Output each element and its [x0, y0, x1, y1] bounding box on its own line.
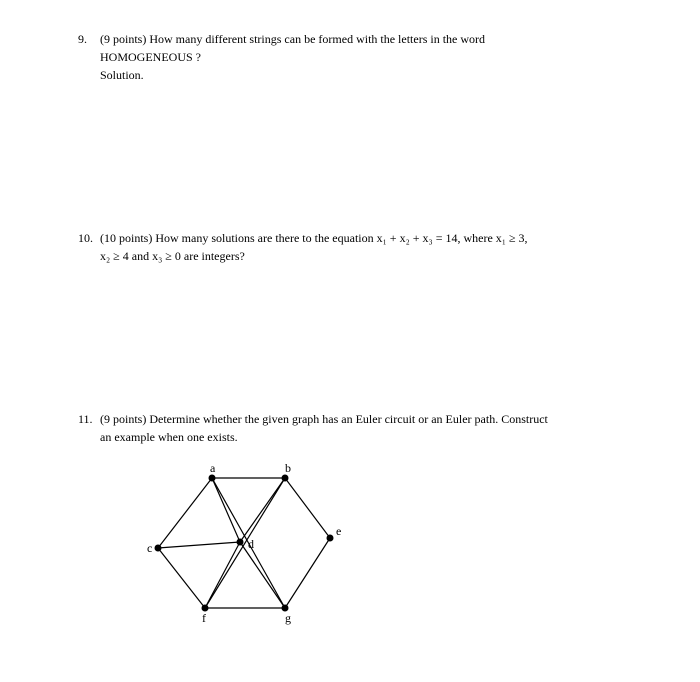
graph-edge — [205, 478, 285, 608]
problem-10-line2: x₂ ≥ 4 and x₃ ≥ 0 are integers? — [100, 247, 620, 265]
graph-edge — [158, 478, 212, 548]
graph-node-d — [237, 539, 244, 546]
graph-edge — [285, 478, 330, 538]
graph-edge — [212, 478, 240, 542]
points-label: (10 points) — [100, 231, 152, 245]
problem-9: 9. (9 points) How many different strings… — [100, 30, 620, 84]
graph-label-e: e — [336, 524, 341, 538]
problem-10: 10. (10 points) How many solutions are t… — [100, 229, 620, 265]
graph-label-c: c — [147, 541, 152, 555]
points-label: (9 points) — [100, 32, 146, 46]
problem-11-line2: an example when one exists. — [100, 428, 620, 446]
graph-edge — [158, 542, 240, 548]
problem-9-line2: HOMOGENEOUS ? — [100, 48, 620, 66]
graph-label-a: a — [210, 461, 216, 475]
question-text: How many different strings can be formed… — [149, 32, 485, 46]
points-label: (9 points) — [100, 412, 146, 426]
graph-node-e — [327, 535, 334, 542]
problem-11: 11. (9 points) Determine whether the giv… — [100, 410, 620, 630]
graph-label-b: b — [285, 461, 291, 475]
graph-edge — [285, 538, 330, 608]
problem-number: 9. — [78, 30, 100, 48]
graph-label-f: f — [202, 611, 206, 625]
graph-label-d: d — [248, 537, 254, 551]
problem-9-header: 9. (9 points) How many different strings… — [100, 30, 620, 48]
solution-label: Solution. — [100, 66, 620, 84]
graph-node-b — [282, 475, 289, 482]
graph-edge — [240, 542, 285, 608]
problem-number: 11. — [78, 410, 100, 428]
problem-text: (10 points) How many solutions are there… — [100, 229, 620, 247]
problem-text: (9 points) How many different strings ca… — [100, 30, 620, 48]
question-text: Determine whether the given graph has an… — [149, 412, 548, 426]
problem-text: (9 points) Determine whether the given g… — [100, 410, 620, 428]
graph-edge — [205, 542, 240, 608]
question-text: How many solutions are there to the equa… — [155, 231, 527, 245]
problem-11-header: 11. (9 points) Determine whether the giv… — [100, 410, 620, 428]
graph-container: a b c d e f g — [140, 460, 620, 630]
problem-number: 10. — [78, 229, 100, 247]
graph-node-a — [209, 475, 216, 482]
graph-diagram: a b c d e f g — [140, 460, 370, 630]
graph-node-c — [155, 545, 162, 552]
graph-edge — [240, 478, 285, 542]
graph-edge — [158, 548, 205, 608]
graph-label-g: g — [285, 611, 291, 625]
problem-10-header: 10. (10 points) How many solutions are t… — [100, 229, 620, 247]
